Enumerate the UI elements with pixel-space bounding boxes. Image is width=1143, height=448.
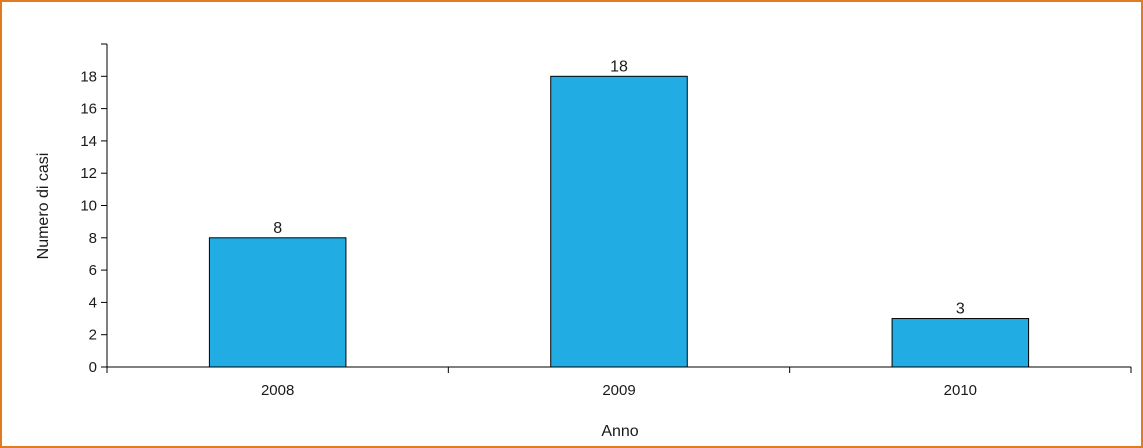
x-axis-title: Anno	[601, 423, 638, 440]
x-tick-label: 2009	[602, 382, 635, 399]
x-axis: 2008 2009 2010	[106, 366, 1132, 399]
y-tick-label: 10	[80, 198, 97, 215]
x-tick-label: 2008	[261, 382, 294, 399]
y-axis: 0 2 4 6 8 10 12 14 16 18	[80, 43, 108, 376]
y-tick-label: 8	[89, 230, 97, 247]
data-label: 8	[273, 220, 282, 237]
bar	[891, 318, 1030, 368]
y-tick-label: 6	[89, 262, 97, 279]
y-tick-label: 16	[80, 101, 97, 118]
y-tick-label: 14	[80, 133, 97, 150]
bar	[550, 75, 688, 368]
data-label: 18	[610, 58, 628, 75]
y-tick-label: 12	[80, 165, 97, 182]
y-tick-label: 2	[89, 327, 97, 344]
y-tick-label: 4	[89, 294, 97, 311]
data-label: 3	[956, 301, 965, 318]
bars	[208, 75, 1030, 368]
y-tick-label: 18	[80, 68, 97, 85]
y-axis-title: Numero di casi	[35, 153, 52, 260]
bar	[208, 237, 347, 368]
x-tick-label: 2010	[944, 382, 977, 399]
y-tick-label: 0	[89, 359, 97, 376]
data-labels: 8 18 3	[273, 58, 965, 317]
